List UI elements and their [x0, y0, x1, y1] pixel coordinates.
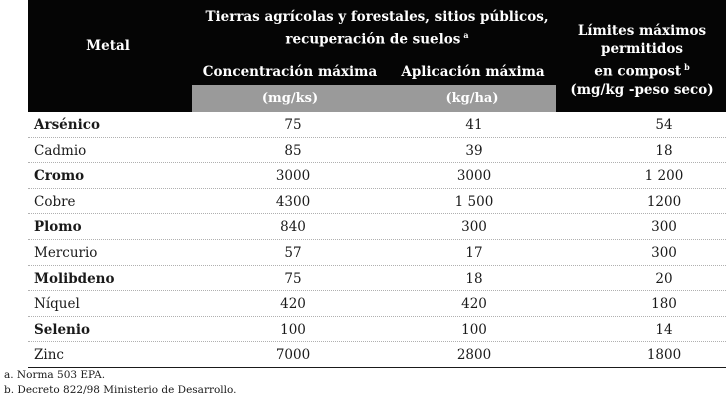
unit-band [192, 85, 556, 112]
table-row: Níquel 420 420 180 [28, 291, 726, 317]
row-concentration: 85 [284, 142, 302, 159]
row-concentration: 75 [284, 270, 302, 287]
row-limit: 54 [655, 117, 673, 133]
row-metal: Níquel [34, 296, 80, 313]
row-application: 1 500 [454, 193, 494, 210]
table-row: Selenio 100 100 14 [28, 317, 726, 343]
row-concentration: 75 [284, 117, 302, 133]
footnote-b: b. Decreto 822/98 Ministerio de Desarrol… [4, 384, 237, 396]
table-row: Zinc 7000 2800 1800 [28, 342, 726, 368]
header-metal: Metal [86, 38, 130, 54]
row-limit: 1 200 [644, 168, 684, 185]
row-metal: Molibdeno [34, 270, 115, 287]
row-metal: Selenio [34, 321, 91, 338]
row-limit: 300 [651, 244, 677, 261]
row-application: 39 [465, 142, 483, 159]
row-application: 17 [465, 244, 483, 261]
row-application: 420 [461, 296, 487, 313]
footnote-a: a. Norma 503 EPA. [4, 369, 106, 381]
row-application: 3000 [456, 168, 492, 185]
row-concentration: 100 [280, 321, 306, 338]
header-limit-line2: en compost b [558, 58, 726, 81]
header-limit-line1: Límites máximos permitidos [577, 23, 707, 57]
row-limit: 20 [655, 270, 673, 287]
row-application: 18 [465, 270, 483, 287]
table-row: Cobre 4300 1 500 1200 [28, 189, 726, 215]
header-group-line1: Tierras agrícolas y forestales, sitios p… [205, 9, 549, 25]
header-land-use-group: Tierras agrícolas y forestales, sitios p… [190, 8, 564, 49]
unit-concentration: (mg/ks) [261, 91, 319, 106]
row-concentration: 840 [280, 219, 306, 236]
row-limit: 1800 [646, 347, 682, 364]
row-application: 41 [465, 117, 483, 133]
row-concentration: 420 [280, 296, 306, 313]
row-limit: 1200 [646, 193, 682, 210]
row-metal: Plomo [34, 219, 82, 236]
header-limit-line2-text: en compost [594, 63, 682, 80]
table-row: Cadmio 85 39 18 [28, 138, 726, 164]
row-concentration: 3000 [275, 168, 311, 185]
header-concentration: Concentración máxima [202, 64, 378, 80]
row-metal: Mercurio [34, 244, 98, 261]
row-limit: 18 [655, 142, 673, 159]
footnote-mark-a: a [463, 30, 469, 40]
table-body: Arsénico 75 41 54 Cadmio 85 39 18 Cromo … [28, 112, 726, 368]
header-application: Aplicación máxima [401, 64, 545, 80]
table-row: Molibdeno 75 18 20 [28, 266, 726, 292]
row-metal: Arsénico [34, 117, 100, 133]
row-metal: Cobre [34, 193, 76, 210]
unit-application: (kg/ha) [445, 91, 499, 106]
row-concentration: 4300 [275, 193, 311, 210]
table-header: Metal Tierras agrícolas y forestales, si… [28, 0, 726, 112]
header-group-line2: recuperación de suelos a [190, 26, 564, 49]
footnotes: a. Norma 503 EPA. b. Decreto 822/98 Mini… [4, 368, 237, 398]
row-application: 2800 [456, 347, 492, 364]
header-limit-line3: (mg/kg -peso seco) [570, 81, 714, 98]
row-application: 300 [461, 219, 487, 236]
header-group-line2-text: recuperación de suelos [285, 31, 461, 48]
table-row: Cromo 3000 3000 1 200 [28, 163, 726, 189]
table-row: Plomo 840 300 300 [28, 214, 726, 240]
row-application: 100 [461, 321, 487, 338]
header-limits: Límites máximos permitidos en compost b (… [558, 22, 726, 99]
row-limit: 14 [655, 321, 673, 338]
footnote-mark-b: b [684, 62, 690, 72]
row-limit: 300 [651, 219, 677, 236]
row-metal: Cromo [34, 168, 85, 185]
table-row: Mercurio 57 17 300 [28, 240, 726, 266]
row-limit: 180 [651, 296, 677, 313]
row-metal: Zinc [34, 347, 64, 364]
row-concentration: 57 [284, 244, 302, 261]
row-metal: Cadmio [34, 142, 87, 159]
row-concentration: 7000 [275, 347, 311, 364]
metals-table: Metal Tierras agrícolas y forestales, si… [28, 0, 726, 368]
table-row: Arsénico 75 41 54 [28, 112, 726, 138]
